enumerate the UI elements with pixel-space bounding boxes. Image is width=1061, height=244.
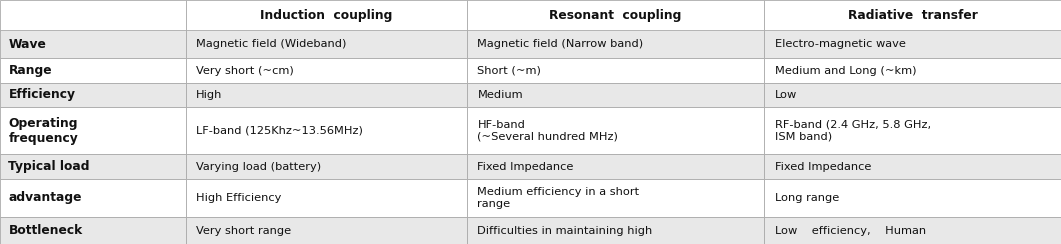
Text: Medium and Long (~km): Medium and Long (~km) (775, 66, 916, 76)
Bar (0, 217, 186, 244)
Bar (467, 217, 764, 244)
Bar (467, 83, 764, 107)
Text: Induction  coupling: Induction coupling (260, 9, 393, 22)
Bar (0, 179, 186, 217)
Bar (0, 58, 186, 83)
Text: Short (~m): Short (~m) (477, 66, 541, 76)
Text: RF-band (2.4 GHz, 5.8 GHz,
ISM band): RF-band (2.4 GHz, 5.8 GHz, ISM band) (775, 120, 930, 142)
Text: Operating
frequency: Operating frequency (8, 116, 79, 145)
Text: Varying load (battery): Varying load (battery) (196, 162, 321, 172)
Text: Electro-magnetic wave: Electro-magnetic wave (775, 40, 905, 50)
Bar (186, 58, 467, 83)
Bar (0, 30, 186, 58)
Bar (186, 217, 467, 244)
Text: HF-band
(~Several hundred MHz): HF-band (~Several hundred MHz) (477, 120, 619, 142)
Bar (764, 58, 1061, 83)
Bar (467, 107, 764, 154)
Bar (764, 83, 1061, 107)
Bar (764, 107, 1061, 154)
Text: High: High (196, 90, 223, 100)
Bar (186, 179, 467, 217)
Text: Very short (~cm): Very short (~cm) (196, 66, 294, 76)
Bar (467, 154, 764, 179)
Text: Long range: Long range (775, 193, 839, 203)
Bar (0, 154, 186, 179)
Bar (0, 0, 186, 30)
Text: Radiative  transfer: Radiative transfer (848, 9, 977, 22)
Text: LF-band (125Khz~13.56MHz): LF-band (125Khz~13.56MHz) (196, 126, 363, 136)
Text: Range: Range (8, 64, 52, 77)
Bar (186, 154, 467, 179)
Text: Fixed Impedance: Fixed Impedance (477, 162, 574, 172)
Text: Very short range: Very short range (196, 226, 292, 236)
Text: Efficiency: Efficiency (8, 88, 75, 102)
Bar (764, 154, 1061, 179)
Text: Low    efficiency,    Human: Low efficiency, Human (775, 226, 925, 236)
Bar (186, 83, 467, 107)
Text: Magnetic field (Narrow band): Magnetic field (Narrow band) (477, 40, 644, 50)
Text: Low: Low (775, 90, 797, 100)
Bar (764, 217, 1061, 244)
Text: Fixed Impedance: Fixed Impedance (775, 162, 871, 172)
Text: High Efficiency: High Efficiency (196, 193, 281, 203)
Bar (467, 179, 764, 217)
Text: Bottleneck: Bottleneck (8, 224, 83, 237)
Bar (764, 0, 1061, 30)
Text: advantage: advantage (8, 192, 82, 204)
Bar (764, 179, 1061, 217)
Bar (186, 107, 467, 154)
Bar (186, 30, 467, 58)
Text: Difficulties in maintaining high: Difficulties in maintaining high (477, 226, 653, 236)
Bar (467, 0, 764, 30)
Text: Magnetic field (Wideband): Magnetic field (Wideband) (196, 40, 347, 50)
Bar (186, 0, 467, 30)
Text: Wave: Wave (8, 38, 47, 51)
Bar (764, 30, 1061, 58)
Text: Typical load: Typical load (8, 160, 90, 173)
Bar (0, 107, 186, 154)
Bar (467, 30, 764, 58)
Bar (0, 83, 186, 107)
Text: Resonant  coupling: Resonant coupling (550, 9, 681, 22)
Text: Medium efficiency in a short
range: Medium efficiency in a short range (477, 187, 640, 209)
Bar (467, 58, 764, 83)
Text: Medium: Medium (477, 90, 523, 100)
